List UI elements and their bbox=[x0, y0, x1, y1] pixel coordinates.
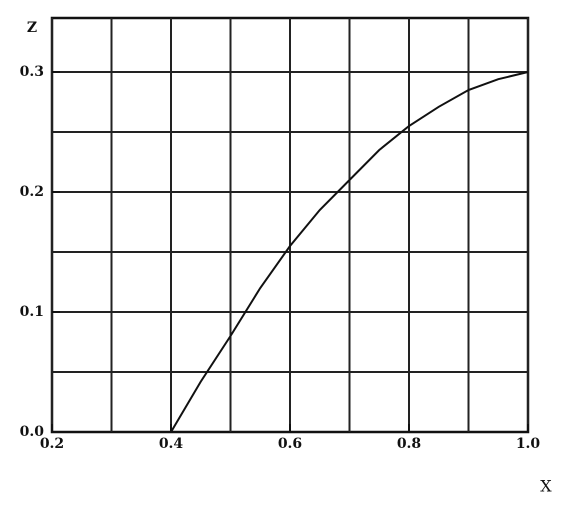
x-tick-label: 0.8 bbox=[397, 436, 421, 452]
x-tick-label: 0.4 bbox=[159, 436, 184, 452]
x-tick-label: 0.6 bbox=[278, 436, 302, 452]
y-tick-label: 0.2 bbox=[20, 184, 44, 200]
y-axis-label: Z bbox=[27, 20, 37, 36]
data-line bbox=[170, 71, 529, 433]
x-axis-label: X bbox=[540, 477, 552, 496]
y-tick-label: 0.3 bbox=[20, 64, 44, 80]
x-tick-label: 1.0 bbox=[516, 436, 541, 452]
y-tick-label: 0.1 bbox=[20, 304, 44, 320]
x-tick-label: 0.2 bbox=[40, 436, 64, 452]
y-tick-label: 0.0 bbox=[20, 424, 45, 440]
